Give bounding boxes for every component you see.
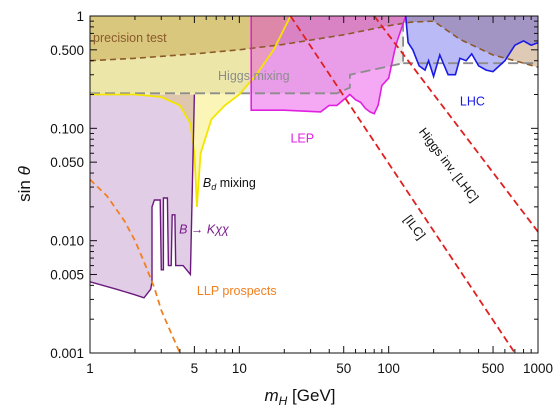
- bkchichi-label: B → Kχχ: [179, 222, 229, 236]
- precision-test-boundary: [90, 20, 538, 68]
- lep-boundary: [250, 16, 407, 115]
- lep-region: [251, 16, 406, 114]
- higgs-inv-lhc-line: [373, 16, 538, 233]
- x-tick-label: 500: [482, 361, 505, 376]
- y-tick-label: 0.005: [50, 267, 84, 282]
- lep-label: LEP: [290, 131, 314, 145]
- higgs-inv-ilc-line: [289, 16, 516, 353]
- llp-prospects-line: [90, 178, 181, 353]
- llp-label: LLP prospects: [197, 284, 277, 298]
- y-tick-label: 0.010: [50, 234, 84, 249]
- regions-layer: [90, 16, 538, 298]
- x-tick-label: 1000: [523, 361, 553, 376]
- lhc-label: LHC: [460, 94, 485, 108]
- precision-label: precision test: [93, 31, 167, 45]
- x-tick-label: 50: [336, 361, 351, 376]
- bd-mixing-region: [90, 16, 291, 207]
- higgs-mixing-region: [90, 16, 404, 94]
- lines-layer: [90, 16, 538, 353]
- y-tick-label: 0.100: [50, 121, 84, 136]
- bd-mixing-boundary: [90, 16, 292, 207]
- bkchichi-region: [90, 94, 195, 298]
- x-tick-label: 10: [232, 361, 247, 376]
- y-tick-label: 0.500: [50, 43, 84, 58]
- higgs-inv-lhc-label: Higgs inv. [LHC]: [416, 125, 481, 205]
- x-ticks: 1 5 10 50 100 500 1000: [86, 16, 553, 376]
- x-tick-label: 1: [86, 361, 94, 376]
- y-tick-label: 1: [76, 9, 84, 24]
- y-tick-label: 0.001: [50, 346, 84, 361]
- higgs-inv-ilc-label: [ILC]: [401, 213, 428, 242]
- plot-frame: [89, 15, 539, 354]
- lhc-boundary: [404, 16, 538, 80]
- precision-test-region: [90, 16, 538, 68]
- y-tick-label: 0.050: [50, 155, 84, 170]
- higgs-mixing-label: Higgs mixing: [218, 69, 290, 83]
- x-tick-label: 100: [377, 361, 400, 376]
- bd-mixing-label: Bd mixing: [203, 176, 256, 192]
- x-tick-label: 5: [191, 361, 199, 376]
- y-ticks: 0.001 0.005 0.010 0.050 0.100 0.500 1: [50, 9, 538, 361]
- lhc-region: [405, 16, 538, 77]
- y-axis-label: sin θ: [15, 165, 34, 201]
- bkchichi-boundary: [90, 94, 196, 299]
- x-axis-label: mH [GeV]: [264, 386, 335, 407]
